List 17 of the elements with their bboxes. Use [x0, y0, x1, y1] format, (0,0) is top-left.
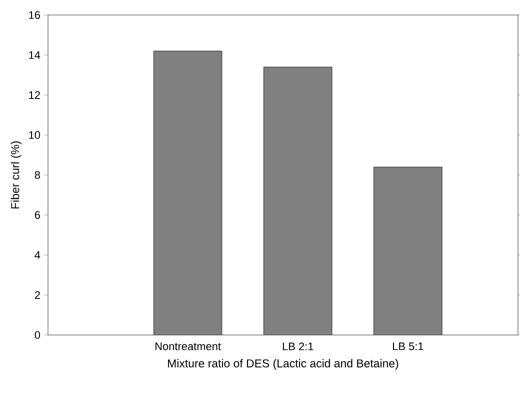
bar	[153, 50, 222, 335]
x-axis-title: Mixture ratio of DES (Lactic acid and Betaine)	[168, 359, 398, 370]
y-tick-label: 2	[34, 291, 40, 299]
y-tick-label: 16	[29, 11, 40, 19]
y-tick-label: 14	[29, 51, 40, 59]
y-tick-label: 10	[29, 131, 40, 139]
y-tick-label: 6	[34, 211, 40, 219]
y-tick-label: 12	[29, 91, 40, 99]
x-tick-label: LB 5:1	[393, 342, 424, 350]
x-tick-label: Nontreatment	[156, 342, 221, 350]
x-tick-label: LB 2:1	[282, 342, 314, 350]
bar	[374, 166, 442, 335]
bar	[264, 66, 332, 335]
y-axis-title: Fiber curl (%)	[10, 141, 22, 208]
y-tick-label: 0	[34, 331, 40, 339]
y-tick-label: 4	[34, 251, 40, 259]
y-tick-label: 8	[34, 171, 40, 179]
